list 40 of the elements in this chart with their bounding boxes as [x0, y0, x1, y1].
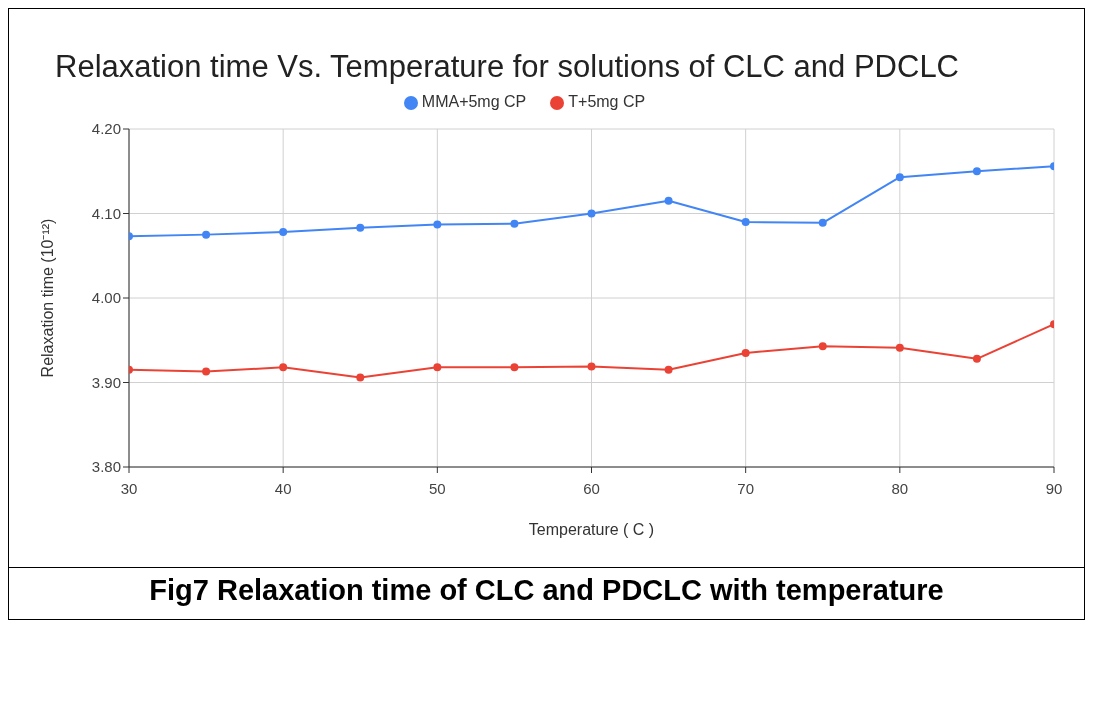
- point: [356, 223, 365, 232]
- point: [433, 363, 442, 372]
- x-tick-label: 60: [583, 479, 600, 497]
- point: [587, 209, 596, 218]
- point: [202, 367, 211, 376]
- y-tick-label: 4.10: [91, 204, 121, 222]
- point: [587, 362, 596, 371]
- caption: Fig7 Relaxation time of CLC and PDCLC with temperature: [9, 567, 1084, 619]
- legend-label: T+5mg CP: [568, 93, 646, 110]
- chart-title: Relaxation time Vs. Temperature for solutions of CLC and PDCLC: [55, 48, 960, 86]
- point: [741, 217, 750, 226]
- legend-label: MMA+5mg CP: [421, 93, 527, 110]
- y-tick-label: 4.20: [91, 120, 121, 138]
- point: [510, 219, 519, 228]
- x-tick-label: 40: [274, 479, 292, 497]
- point: [279, 363, 288, 372]
- point: [664, 196, 673, 205]
- point: [972, 167, 981, 176]
- x-tick-label: 70: [737, 479, 755, 497]
- x-tick-label: 50: [428, 479, 446, 497]
- point: [202, 230, 211, 239]
- point: [356, 373, 365, 382]
- y-tick-label: 3.90: [91, 373, 121, 391]
- y-axis-title: Relaxation time (10⁻¹²): [38, 218, 56, 378]
- x-axis-title: Temperature ( C ): [528, 521, 655, 538]
- point: [818, 218, 827, 227]
- x-tick-label: 90: [1045, 479, 1063, 497]
- point: [895, 173, 904, 182]
- x-tick-label: 80: [891, 479, 909, 497]
- y-tick-label: 4.00: [91, 289, 121, 307]
- point: [279, 228, 288, 237]
- x-tick-label: 30: [120, 479, 138, 497]
- point: [510, 363, 519, 372]
- point: [972, 354, 981, 363]
- point: [895, 343, 904, 352]
- y-tick-label: 3.80: [91, 458, 121, 476]
- point: [433, 220, 442, 229]
- point: [818, 342, 827, 351]
- point: [741, 348, 750, 357]
- point: [664, 365, 673, 374]
